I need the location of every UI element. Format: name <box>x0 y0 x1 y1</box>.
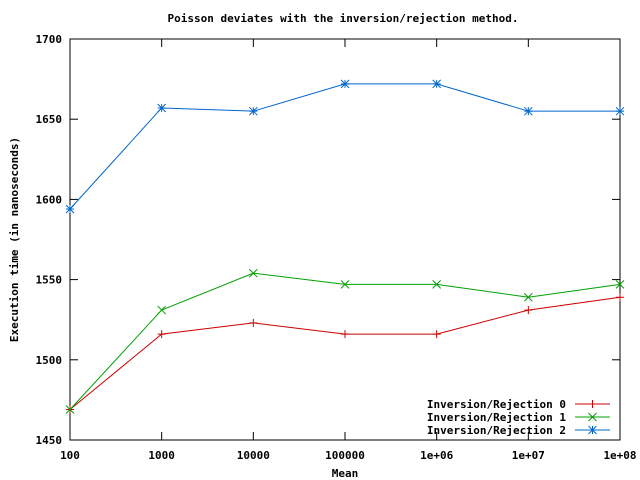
legend: Inversion/Rejection 0Inversion/Rejection… <box>427 398 610 437</box>
data-point <box>157 103 167 113</box>
legend-marker <box>588 425 597 435</box>
series-2 <box>65 79 625 214</box>
y-axis-label: Execution time (in nanoseconds) <box>8 137 21 342</box>
x-tick-label: 1000 <box>148 449 175 462</box>
y-tick-label: 1450 <box>36 434 63 447</box>
x-tick-label: 100000 <box>325 449 365 462</box>
data-point <box>248 268 258 278</box>
series-0 <box>66 293 624 414</box>
y-tick-label: 1500 <box>36 354 63 367</box>
x-tick-label: 100 <box>60 449 80 462</box>
legend-marker <box>588 412 597 422</box>
y-axis: 1450 1500 1550 1600 1650 1700 <box>36 33 620 447</box>
x-tick-label: 1e+06 <box>420 449 453 462</box>
legend-label: Inversion/Rejection 0 <box>427 398 566 411</box>
legend-label: Inversion/Rejection 2 <box>427 424 566 437</box>
x-tick-label: 10000 <box>237 449 270 462</box>
legend-marker <box>588 400 597 408</box>
series-layer <box>65 79 625 414</box>
y-tick-label: 1650 <box>36 113 63 126</box>
data-point <box>432 330 441 339</box>
data-point <box>340 79 350 89</box>
data-point <box>615 106 625 116</box>
x-tick-label: 1e+07 <box>512 449 545 462</box>
data-point <box>65 405 75 414</box>
data-point <box>616 293 624 302</box>
data-point <box>523 292 533 302</box>
chart-title: Poisson deviates with the inversion/reje… <box>168 12 519 25</box>
data-point <box>341 330 349 339</box>
data-point <box>340 280 350 289</box>
data-point <box>157 305 167 315</box>
series-1 <box>65 268 625 414</box>
y-tick-label: 1550 <box>36 274 63 287</box>
x-tick-label: 1e+08 <box>603 449 636 462</box>
data-point <box>432 79 442 89</box>
data-point <box>249 318 258 327</box>
data-point <box>248 106 258 116</box>
y-tick-label: 1600 <box>36 193 63 206</box>
data-point <box>524 306 533 315</box>
data-point <box>523 106 533 116</box>
y-tick-label: 1700 <box>36 33 63 46</box>
x-axis: 100 1000 10000 100000 1e+06 1e+07 1e+08 <box>60 39 637 462</box>
data-point <box>157 330 166 339</box>
data-point <box>615 280 625 289</box>
x-axis-label: Mean <box>332 467 359 480</box>
legend-label: Inversion/Rejection 1 <box>427 411 566 424</box>
data-point <box>65 204 75 214</box>
data-point <box>432 280 442 289</box>
